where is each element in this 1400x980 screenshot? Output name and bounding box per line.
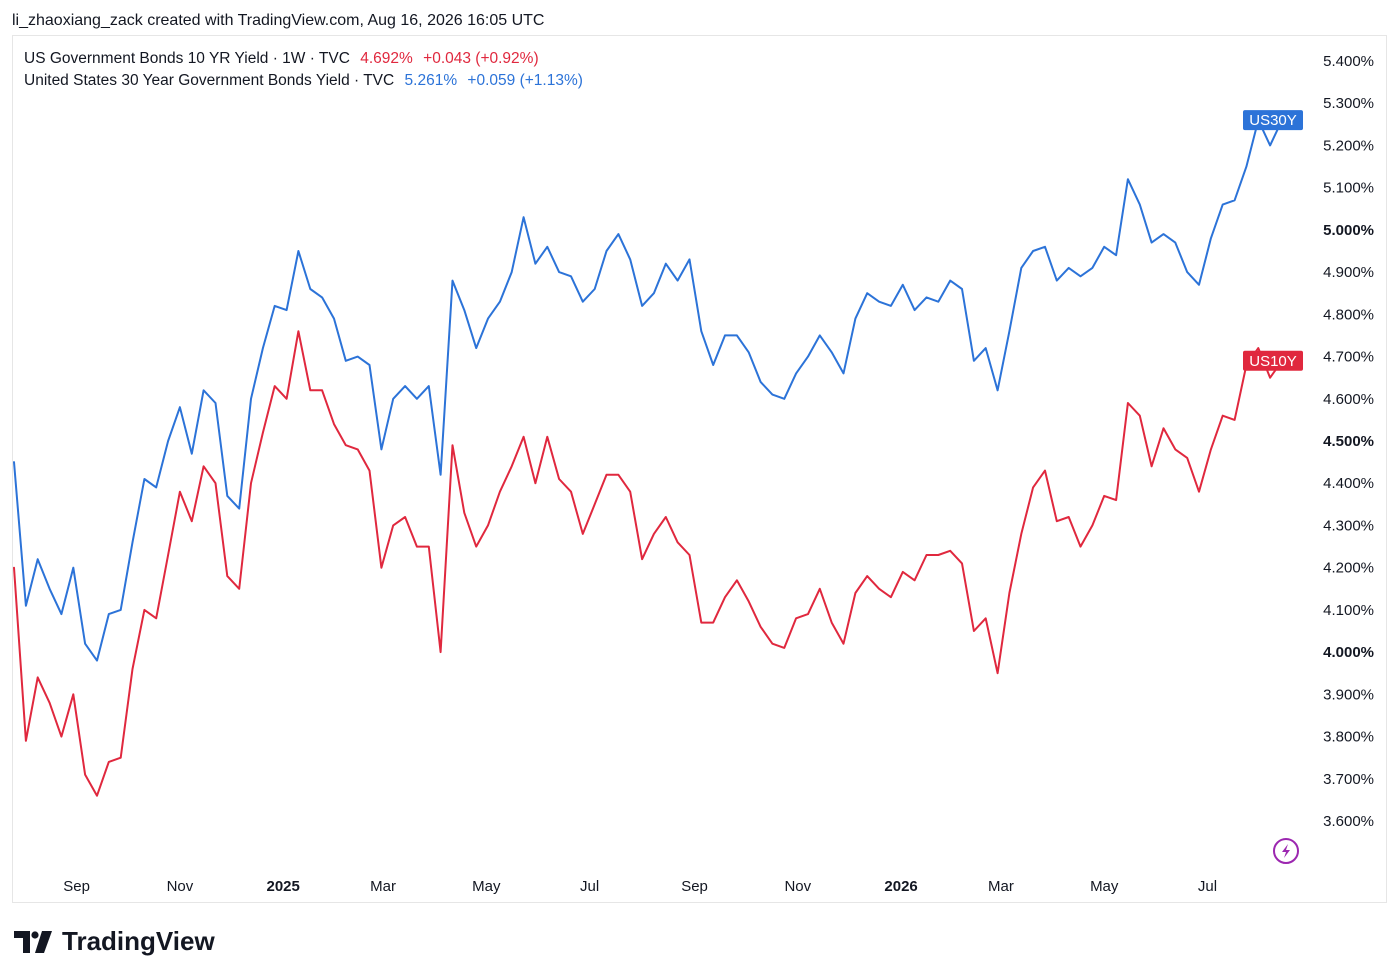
x-tick-label: Mar [370,878,396,895]
y-tick-label: 4.400% [1323,475,1374,492]
series-line-us10y[interactable] [13,330,1283,797]
legend-series-name: US Government Bonds 10 YR Yield · 1W · T… [24,50,350,67]
legend-row-us10y[interactable]: US Government Bonds 10 YR Yield · 1W · T… [24,48,583,70]
lightning-icon[interactable] [1273,838,1299,864]
y-tick-label: 5.400% [1323,53,1374,70]
y-tick-label: 4.700% [1323,349,1374,366]
y-tick-label: 3.800% [1323,729,1374,746]
y-tick-label: 5.100% [1323,180,1374,197]
x-tick-label: Mar [988,878,1014,895]
y-tick-label: 5.200% [1323,137,1374,154]
y-tick-label: 4.600% [1323,391,1374,408]
x-tick-label: May [472,878,501,895]
y-tick-label: 4.500% [1323,433,1374,450]
legend-series-name: United States 30 Year Government Bonds Y… [24,72,395,89]
series-badge-label: US30Y [1249,112,1297,129]
y-tick-label: 5.000% [1323,222,1374,239]
y-tick-label: 3.900% [1323,686,1374,703]
x-tick-label: 2026 [884,878,917,895]
x-axis: Sep Nov 2025 Mar May Jul Sep Nov 2026 Mar May Jul [63,878,1217,895]
legend-series-change: +0.043 (+0.92%) [423,50,539,67]
y-tick-label: 5.300% [1323,95,1374,112]
y-tick-label: 4.200% [1323,560,1374,577]
x-tick-label: 2025 [266,878,299,895]
tradingview-logo-text: TradingView [62,926,215,956]
x-tick-label: Jul [1198,878,1217,895]
legend-series-value: 4.692% [360,50,413,67]
series-badge-us10y: US10Y [1243,350,1303,371]
legend-row-us30y[interactable]: United States 30 Year Government Bonds Y… [24,70,583,92]
chart-frame [12,35,1387,903]
x-tick-label: Nov [784,878,811,895]
y-tick-label: 4.000% [1323,644,1374,661]
series-badge-label: US10Y [1249,353,1297,370]
y-tick-label: 3.600% [1323,813,1374,830]
series-badge-us30y: US30Y [1243,110,1303,131]
y-tick-label: 4.300% [1323,517,1374,534]
y-tick-label: 3.700% [1323,771,1374,788]
x-tick-label: May [1090,878,1119,895]
y-axis: 5.400% 5.300% 5.200% 5.100% 5.000% 4.900% 4.80… [1323,53,1374,830]
legend-series-value: 5.261% [404,72,458,89]
tradingview-logo-icon [14,930,52,953]
x-tick-label: Sep [681,878,708,895]
series-layer [13,119,1283,797]
series-line-us30y[interactable] [13,119,1283,662]
x-tick-label: Sep [63,878,90,895]
attribution-text: li_zhaoxiang_zack created with TradingVi… [12,12,545,29]
y-tick-label: 4.900% [1323,264,1374,281]
tradingview-logo[interactable]: TradingView [14,926,215,957]
y-tick-label: 4.100% [1323,602,1374,619]
series-badges: US10Y US30Y [1243,110,1303,371]
legend-series-change: +0.059 (+1.13%) [467,72,583,89]
x-tick-label: Jul [580,878,599,895]
x-tick-label: Nov [167,878,194,895]
chart-legend: US Government Bonds 10 YR Yield · 1W · T… [24,48,583,92]
y-tick-label: 4.800% [1323,306,1374,323]
